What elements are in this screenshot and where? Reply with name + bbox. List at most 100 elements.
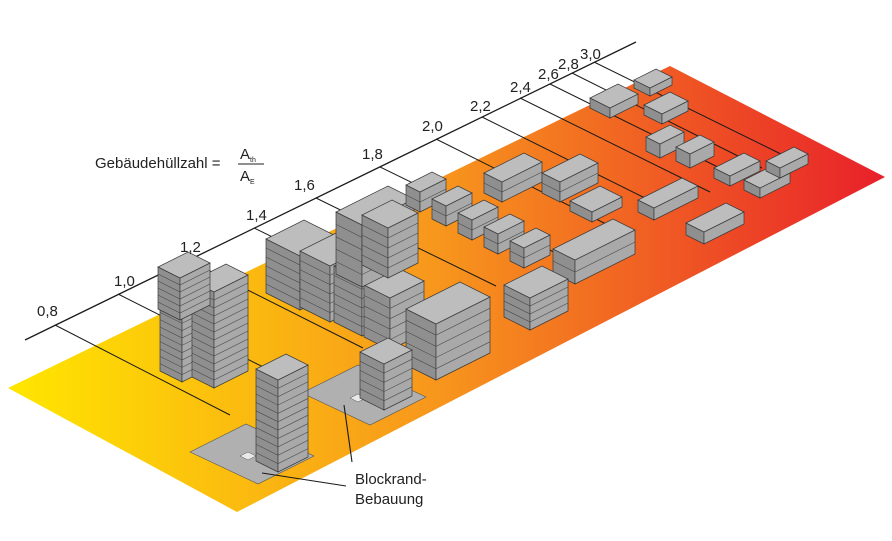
cluster-1	[713, 152, 761, 187]
floor-line	[503, 302, 569, 323]
scale-tick-label: 1,6	[294, 177, 315, 194]
scale-tick-label: 0,8	[37, 303, 58, 320]
chain-house-2	[685, 202, 745, 245]
building-roof	[405, 281, 491, 325]
scale-tick-label: 2,8	[558, 56, 579, 73]
cross-house	[633, 68, 673, 97]
tower-top-left	[157, 251, 211, 321]
annotation-line-1: Blockrand-	[355, 471, 427, 488]
floor-line	[191, 338, 249, 357]
building-roof	[765, 146, 809, 169]
floor-line	[255, 414, 309, 431]
building-roof	[541, 153, 599, 183]
floor-line	[405, 341, 491, 370]
floor-line	[255, 406, 309, 423]
building-roof	[713, 152, 761, 177]
envelope-formula: Gebäudehüllzahl = Ath AE	[95, 146, 264, 186]
building-roof	[645, 124, 685, 145]
formula-numerator: Ath	[240, 146, 256, 164]
building-roof	[157, 251, 211, 279]
row-house-4	[483, 213, 525, 255]
floor-line	[191, 362, 249, 381]
blockrand-back-block	[359, 337, 413, 411]
scale-tick-label: 2,0	[422, 118, 443, 135]
floor-line	[361, 222, 419, 239]
floor-line	[361, 232, 419, 249]
floor-line	[552, 241, 636, 273]
duplex-2	[541, 153, 599, 203]
floor-line	[457, 216, 499, 231]
building-roof	[552, 218, 636, 261]
scale-tick-label: 2,6	[538, 66, 559, 83]
floor-line	[191, 306, 249, 325]
scale-tick-label: 2,4	[510, 79, 531, 96]
floor-line	[191, 354, 249, 373]
floor-line	[191, 346, 249, 365]
floor-line	[405, 188, 447, 203]
annotation-leaders	[261, 404, 353, 487]
floor-line	[255, 431, 309, 448]
scale-tick-labels: 0,8 1,0 1,2 1,4 1,6 1,8 2,0 2,2 2,4 2,62,83,0	[37, 46, 601, 320]
chain-house-1	[637, 177, 699, 221]
building-roof	[637, 177, 699, 209]
blockrand-annotation: Blockrand- Bebauung	[355, 471, 427, 508]
floor-line	[541, 172, 599, 193]
floor-line	[503, 286, 569, 307]
cube-block-2-0	[503, 265, 569, 331]
floor-line	[191, 330, 249, 349]
floor-line	[483, 171, 543, 193]
floor-line	[255, 423, 309, 439]
scale-tick-label: 1,2	[180, 239, 201, 256]
floor-line	[361, 242, 419, 259]
cluster-3	[765, 146, 809, 179]
floor-line	[405, 307, 491, 336]
floor-line	[359, 368, 413, 383]
scale-tick-line	[593, 61, 790, 159]
scale-tick-label: 1,8	[362, 146, 383, 163]
floor-line	[359, 377, 413, 392]
scale-tick-label: 3,0	[580, 46, 601, 63]
building-roof	[483, 213, 525, 235]
floor-line	[361, 252, 419, 269]
building-roof	[685, 202, 745, 233]
building-roof	[589, 83, 639, 109]
building-roof	[457, 199, 499, 221]
building-roof	[633, 68, 673, 89]
courtyard-tower	[405, 281, 491, 381]
scale-tick-label: 1,0	[114, 273, 135, 290]
house-2-4-a	[645, 124, 685, 159]
building-roof	[483, 152, 543, 183]
floor-line	[255, 448, 309, 464]
floor-line	[363, 291, 425, 309]
building-roof	[359, 337, 413, 365]
building-roof	[255, 353, 309, 381]
scale-tick-label: 1,4	[246, 207, 267, 224]
building-roof	[675, 134, 715, 155]
scale-tick-label: 2,2	[470, 98, 491, 115]
formula-denominator: AE	[240, 168, 255, 186]
floor-line	[157, 290, 211, 307]
floor-line	[191, 314, 249, 333]
floor-line	[255, 373, 309, 389]
floor-line	[503, 294, 569, 315]
scale-tick-line	[549, 83, 741, 179]
buildings	[157, 68, 809, 473]
building-roof	[643, 91, 689, 115]
blockrand-tower	[255, 353, 309, 473]
floor-line	[255, 398, 309, 414]
building-roof	[509, 227, 551, 249]
floor-line	[359, 386, 413, 402]
building-roof	[569, 185, 623, 213]
floor-line	[191, 322, 249, 341]
leader-line-upper	[343, 404, 353, 463]
floor-line	[157, 276, 211, 293]
building-roof	[361, 199, 419, 229]
row-house-2	[431, 185, 473, 227]
scale-tick-line	[519, 97, 711, 193]
scale-tick-line	[54, 324, 231, 416]
floor-line	[483, 230, 525, 245]
floor-line	[255, 381, 309, 398]
villa-2	[643, 91, 689, 125]
row-house-3	[457, 199, 499, 241]
